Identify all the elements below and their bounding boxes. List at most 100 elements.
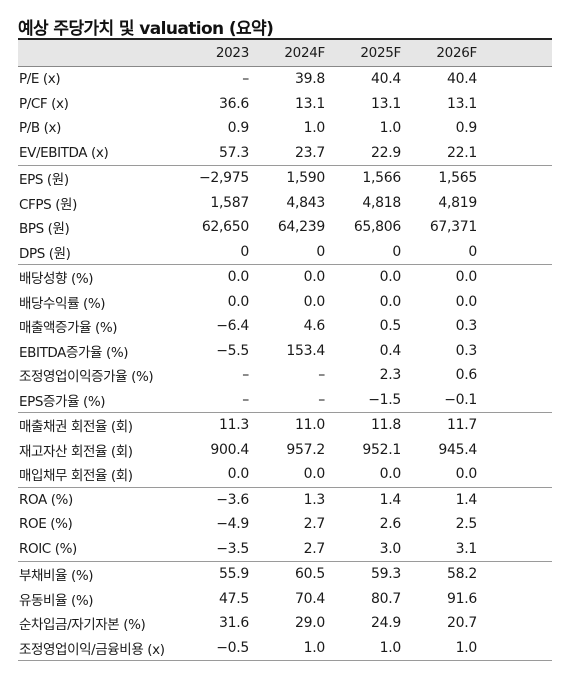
cell-value: 13.1 [447,95,477,112]
row-label: ROA (%) [19,491,73,508]
table-row: BPS (원) 62,650 64,239 65,806 67,371 [18,215,552,240]
cell-value: 40.4 [447,71,477,88]
cell-value: 20.7 [447,615,477,632]
cell-value: 0.0 [455,466,478,483]
cell-value: 0 [468,243,477,260]
cell-value: 0.6 [455,367,478,384]
cell-value: 957.2 [286,441,325,458]
cell-value: 4,843 [286,194,325,211]
cell-value: 0 [240,243,249,260]
row-label: P/B (x) [19,120,61,137]
cell-value: – [242,71,249,88]
cell-value: 0.0 [379,466,402,483]
row-label: 매출액증가율 (%) [19,320,118,337]
cell-value: −1.5 [368,391,401,408]
cell-value: 0.3 [455,318,478,335]
table-row: 매입채무 회전율 (회) 0.0 0.0 0.0 0.0 [18,462,552,488]
table-row: 유동비율 (%) 47.5 70.4 80.7 91.6 [18,587,552,612]
cell-value: 4,819 [438,194,477,211]
cell-value: 2.7 [303,516,326,533]
valuation-table: 2023 2024F 2025F 2026F P/E (x) – 39.8 40.4 4… [18,38,552,661]
cell-value: 0 [392,243,401,260]
table-row: 부채비율 (%) 55.9 60.5 59.3 58.2 [18,562,552,587]
cell-value: 3.1 [455,540,478,557]
row-label: ROIC (%) [19,540,77,557]
row-label: 재고자산 회전율 (회) [19,443,133,460]
cell-value: 2.3 [379,367,402,384]
cell-value: 1.0 [379,120,402,137]
cell-value: 47.5 [219,590,249,607]
cell-value: 0.3 [455,342,478,359]
cell-value: −5.5 [216,342,249,359]
cell-value: 1.4 [455,491,478,508]
cell-value: 4.6 [303,318,326,335]
cell-value: 952.1 [362,441,401,458]
cell-value: 0.4 [379,342,402,359]
cell-value: 0.9 [455,120,478,137]
cell-value: 945.4 [438,441,477,458]
table-row: DPS (원) 0 0 0 0 [18,240,552,265]
cell-value: 65,806 [353,219,401,236]
page-title: 예상 주당가치 및 valuation (요약) [18,19,274,39]
cell-value: 4,818 [362,194,401,211]
table-row: 재고자산 회전율 (회) 900.4 957.2 952.1 945.4 [18,438,552,463]
cell-value: – [242,391,249,408]
table-row: EBITDA증가율 (%) −5.5 153.4 0.4 0.3 [18,339,552,364]
table-row: EPS (원) −2,975 1,590 1,566 1,565 [18,166,552,191]
cell-value: 1.4 [379,491,402,508]
row-label: CFPS (원) [19,196,77,213]
row-label: 배당성향 (%) [19,271,94,288]
cell-value: −3.6 [216,491,249,508]
cell-value: 22.1 [447,144,477,161]
cell-value: 1,590 [286,170,325,187]
cell-value: 24.9 [371,615,401,632]
cell-value: 29.0 [295,615,325,632]
cell-value: 11.3 [219,417,249,434]
row-label: EPS증가율 (%) [19,393,106,410]
cell-value: 11.0 [295,417,325,434]
cell-value: 57.3 [219,144,249,161]
table-row: 매출액증가율 (%) −6.4 4.6 0.5 0.3 [18,314,552,339]
table-row: EV/EBITDA (x) 57.3 23.7 22.9 22.1 [18,141,552,166]
cell-value: 23.7 [295,144,325,161]
row-label: P/CF (x) [19,95,69,112]
cell-value: −0.5 [216,639,249,656]
table-row: P/CF (x) 36.6 13.1 13.1 13.1 [18,92,552,117]
table-row: EPS증가율 (%) – – −1.5 −0.1 [18,388,552,413]
cell-value: 13.1 [295,95,325,112]
cell-value: 0.0 [379,293,402,310]
column-header: 2026F [436,45,477,61]
cell-value: 0.0 [303,293,326,310]
cell-value: 1.0 [303,639,326,656]
cell-value: −4.9 [216,516,249,533]
table-header: 2023 2024F 2025F 2026F [18,38,552,67]
cell-value: 1,566 [362,170,401,187]
row-label: 매출채권 회전율 (회) [19,419,133,436]
cell-value: −3.5 [216,540,249,557]
cell-value: 1.0 [379,639,402,656]
cell-value: 70.4 [295,590,325,607]
cell-value: 64,239 [277,219,325,236]
table-row: 조정영업이익증가율 (%) – – 2.3 0.6 [18,363,552,388]
cell-value: 900.4 [210,441,249,458]
column-header: 2024F [284,45,325,61]
cell-value: 22.9 [371,144,401,161]
column-header: 2025F [360,45,401,61]
row-label: EV/EBITDA (x) [19,144,109,161]
table-row: CFPS (원) 1,587 4,843 4,818 4,819 [18,191,552,216]
cell-value: 0.5 [379,318,402,335]
row-label: 유동비율 (%) [19,592,94,609]
row-label: EPS (원) [19,172,69,189]
cell-value: – [242,367,249,384]
cell-value: 3.0 [379,540,402,557]
cell-value: −0.1 [444,391,477,408]
table-row: P/B (x) 0.9 1.0 1.0 0.9 [18,116,552,141]
cell-value: 0.0 [227,269,250,286]
cell-value: 67,371 [429,219,477,236]
cell-value: 2.7 [303,540,326,557]
row-label: ROE (%) [19,516,73,533]
cell-value: 31.6 [219,615,249,632]
cell-value: 55.9 [219,566,249,583]
cell-value: 13.1 [371,95,401,112]
column-header: 2023 [215,45,249,61]
